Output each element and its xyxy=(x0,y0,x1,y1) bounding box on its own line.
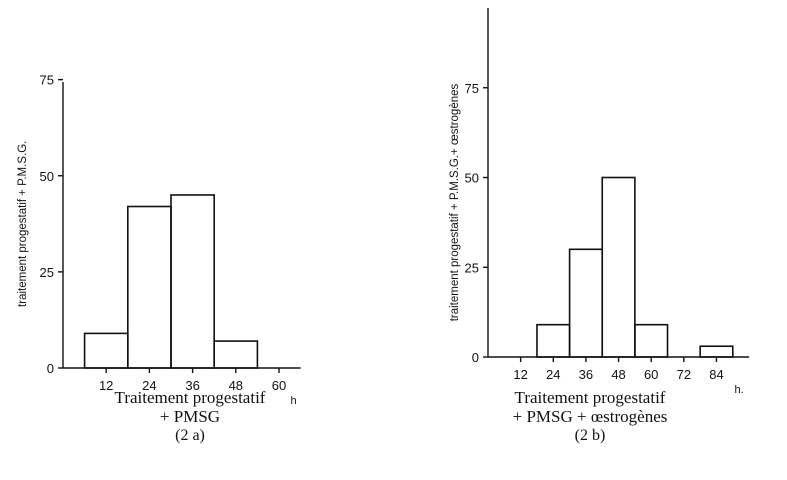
y-tick-label-2b-50: 50 xyxy=(465,171,479,186)
caption-2b: Traitement progestatif + PMSG + œstrogèn… xyxy=(470,388,710,445)
histogram-bar-2b-4 xyxy=(634,323,669,358)
histogram-bar-2a-4 xyxy=(213,340,259,369)
y-tick-label-2a-50: 50 xyxy=(40,169,54,184)
y-axis-label-2a: traitement progestatif + P.M.S.G. xyxy=(17,141,29,307)
caption-2a-line-2: + PMSG xyxy=(159,407,221,426)
x-tick-label-2a-48: 48 xyxy=(229,378,243,393)
x-tick-label-2b-72: 72 xyxy=(677,367,691,382)
x-unit-label-2a: h xyxy=(291,395,297,407)
histogram-bar-2b-3 xyxy=(601,176,636,358)
histogram-bar-2a-3 xyxy=(170,194,216,369)
y-tick-label-2b-25: 25 xyxy=(465,260,479,275)
y-tick-label-2b-0: 0 xyxy=(472,350,479,365)
caption-2b-line-3: (2 b) xyxy=(574,427,606,444)
y-tick-label-2a-25: 25 xyxy=(40,265,54,280)
x-tick-label-2b-12: 12 xyxy=(513,367,527,382)
y-tick-label-2a-75: 75 xyxy=(40,73,54,88)
x-tick-label-2b-36: 36 xyxy=(579,367,593,382)
x-tick-label-2a-36: 36 xyxy=(185,378,199,393)
y-axis-label-2b: traitement progestatif + P.M.S.G.+ œstro… xyxy=(449,83,461,321)
caption-2b-line-1: Traitement progestatif xyxy=(514,388,666,407)
x-tick-label-2a-12: 12 xyxy=(99,378,113,393)
caption-2a: Traitement progestatif + PMSG (2 a) xyxy=(80,388,300,445)
x-tick-label-2b-24: 24 xyxy=(546,367,560,382)
histogram-bar-2a-2 xyxy=(127,205,172,369)
histogram-bar-2a-1 xyxy=(83,332,129,369)
x-tick-label-2b-84: 84 xyxy=(709,367,723,382)
x-tick-label-2b-48: 48 xyxy=(611,367,625,382)
caption-2a-line-3: (2 a) xyxy=(175,427,205,444)
histogram-bar-2b-1 xyxy=(536,323,571,358)
y-tick-label-2b-75: 75 xyxy=(465,81,479,96)
caption-2a-line-1: Traitement progestatif xyxy=(114,388,266,407)
caption-2b-line-2: + PMSG + œstrogènes xyxy=(512,407,668,426)
x-tick-label-2a-60: 60 xyxy=(272,378,286,393)
y-tick-label-2a-0: 0 xyxy=(47,361,54,376)
x-tick-label-2a-24: 24 xyxy=(142,378,156,393)
x-unit-label-2b: h. xyxy=(735,384,744,396)
x-tick-label-2b-60: 60 xyxy=(644,367,658,382)
histogram-bar-2b-5 xyxy=(699,345,734,358)
histogram-bar-2b-2 xyxy=(568,248,604,358)
